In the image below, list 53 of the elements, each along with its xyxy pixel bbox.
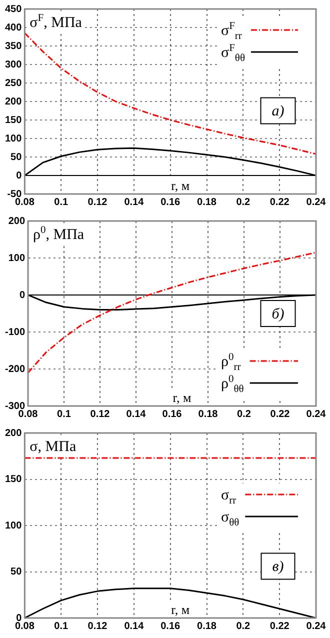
annotation: б) bbox=[272, 306, 284, 322]
x-tick-label: 0.18 bbox=[198, 408, 218, 420]
x-tick-label: 0.1 bbox=[54, 196, 68, 208]
y-tick-label: 400 bbox=[4, 22, 22, 34]
y-tick-label: 100 bbox=[4, 133, 22, 144]
x-tick-label: 0.08 bbox=[14, 620, 35, 632]
x-tick-label: 0.16 bbox=[160, 620, 181, 632]
x-tick-label: 0.22 bbox=[270, 620, 290, 632]
y-tick-label: -100 bbox=[5, 326, 26, 338]
x-axis-title: r, м bbox=[171, 178, 190, 193]
y-tick-label: 200 bbox=[4, 428, 22, 439]
x-tick-label: 0.22 bbox=[270, 408, 290, 420]
x-tick-label: 0.14 bbox=[124, 620, 144, 632]
y-tick-label: 450 bbox=[4, 4, 22, 15]
x-tick-label: 0.12 bbox=[88, 620, 108, 632]
x-tick-label: 0.2 bbox=[236, 196, 251, 208]
x-tick-label: 0.22 bbox=[270, 196, 290, 208]
x-tick-label: 0.16 bbox=[160, 196, 181, 208]
y-tick-label: 250 bbox=[4, 78, 22, 89]
y-axis-title: σ, МПа bbox=[30, 439, 76, 455]
x-tick-label: 0.14 bbox=[124, 196, 144, 208]
y-tick-label: 0 bbox=[19, 290, 26, 301]
y-tick-label: -200 bbox=[5, 364, 26, 375]
x-tick-label: 0.24 bbox=[306, 408, 326, 420]
x-tick-label: 0.24 bbox=[306, 196, 326, 208]
x-tick-label: 0.08 bbox=[18, 408, 38, 420]
y-tick-label: 200 bbox=[8, 216, 26, 227]
x-tick-label: 0.2 bbox=[237, 408, 252, 420]
x-tick-label: 0.24 bbox=[306, 620, 326, 632]
x-axis-title: r, м bbox=[172, 390, 192, 405]
y-tick-label: 50 bbox=[10, 152, 22, 163]
annotation: а) bbox=[272, 104, 284, 120]
y-tick-label: 100 bbox=[8, 252, 26, 264]
x-tick-label: 0.1 bbox=[54, 620, 68, 632]
y-tick-label: 50 bbox=[10, 566, 22, 578]
y-tick-label: 350 bbox=[4, 40, 22, 52]
y-tick-label: 150 bbox=[4, 474, 22, 485]
x-tick-label: 0.1 bbox=[57, 408, 72, 420]
y-tick-label: 150 bbox=[4, 114, 22, 126]
y-tick-label: 0 bbox=[16, 170, 22, 182]
y-tick-label: 100 bbox=[4, 520, 22, 532]
y-tick-label: 300 bbox=[4, 59, 22, 70]
x-tick-label: 0.18 bbox=[197, 196, 217, 208]
x-tick-label: 0.12 bbox=[88, 196, 108, 208]
y-tick-label: 200 bbox=[4, 96, 22, 108]
annotation: в) bbox=[272, 559, 284, 576]
x-tick-label: 0.08 bbox=[14, 196, 35, 208]
x-axis-title: r, м bbox=[171, 602, 190, 617]
x-tick-label: 0.16 bbox=[162, 408, 182, 420]
x-tick-label: 0.12 bbox=[90, 408, 110, 420]
x-tick-label: 0.18 bbox=[197, 620, 217, 632]
x-tick-label: 0.14 bbox=[126, 408, 146, 420]
x-tick-label: 0.2 bbox=[236, 620, 251, 632]
